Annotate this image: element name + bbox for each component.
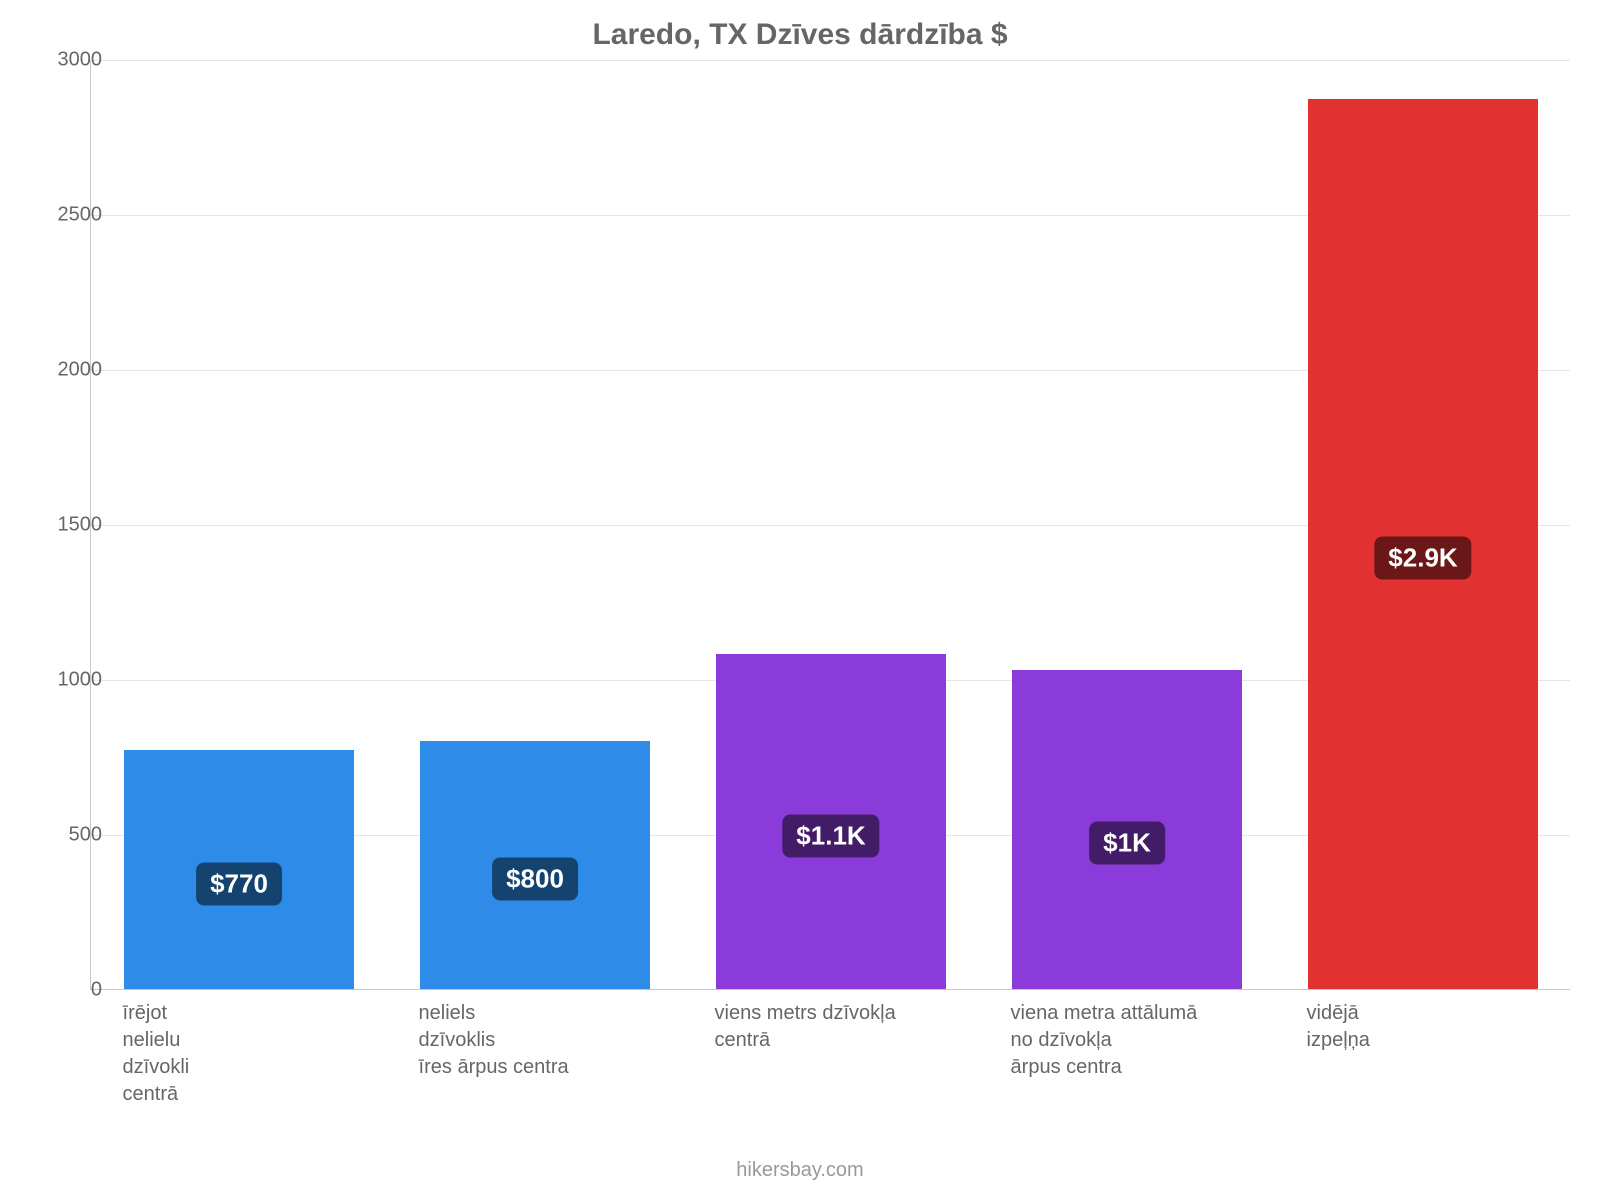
bar-value-label: $1.1K: [782, 814, 879, 857]
bar-value-label: $800: [492, 858, 578, 901]
plot-area: $770 $800 $1.1K $1K $2.9K: [90, 60, 1570, 990]
y-tick-label: 1500: [12, 514, 102, 537]
gridline: [91, 60, 1570, 61]
cost-of-living-chart: Laredo, TX Dzīves dārdzība $ $770 $800 $1.…: [0, 0, 1600, 1200]
x-tick-label: viens metrs dzīvokļa centrā: [715, 1000, 896, 1054]
y-tick-label: 500: [12, 824, 102, 847]
footer-attribution: hikersbay.com: [0, 1159, 1600, 1182]
y-tick-label: 0: [12, 979, 102, 1002]
x-tick-label: neliels dzīvoklis īres ārpus centra: [419, 1000, 569, 1081]
y-tick-label: 2000: [12, 359, 102, 382]
bar-value-label: $1K: [1089, 822, 1165, 865]
x-tick-label: īrējot nelielu dzīvokli centrā: [123, 1000, 190, 1108]
x-axis-labels: īrējot nelielu dzīvokli centrā neliels dz…: [90, 1000, 1570, 1140]
x-tick-label: vidējā izpeļņa: [1307, 1000, 1370, 1054]
chart-title: Laredo, TX Dzīves dārdzība $: [0, 18, 1600, 52]
bar-value-label: $2.9K: [1374, 537, 1471, 580]
y-tick-label: 3000: [12, 49, 102, 72]
y-tick-label: 2500: [12, 204, 102, 227]
bar-value-label: $770: [196, 862, 282, 905]
y-tick-label: 1000: [12, 669, 102, 692]
x-tick-label: viena metra attālumā no dzīvokļa ārpus c…: [1011, 1000, 1198, 1081]
